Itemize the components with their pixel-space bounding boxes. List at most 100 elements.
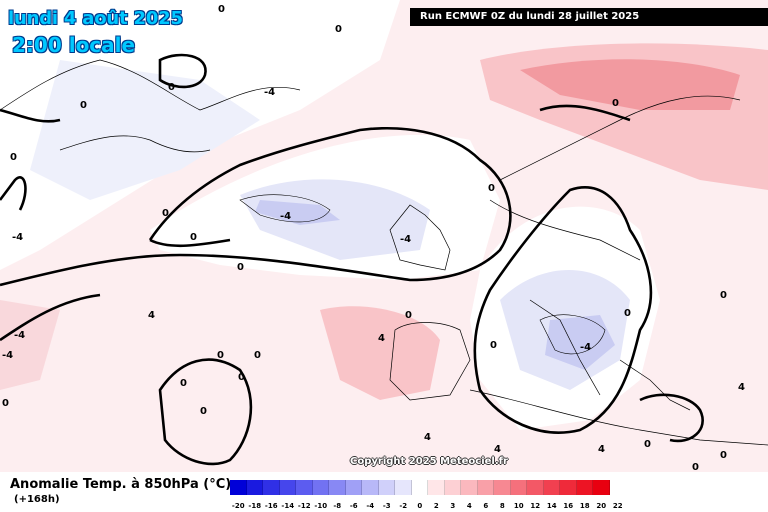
legend-tick-label: 14 — [546, 502, 557, 510]
west-atlantic-warm-zone — [0, 300, 60, 390]
contour-label: -4 — [580, 342, 591, 353]
greenland-cold-zone — [30, 60, 260, 200]
contour-label: 4 — [598, 444, 605, 455]
legend-tick-label: -3 — [382, 502, 391, 510]
lead-time: (+168h) — [14, 494, 60, 505]
legend-tick-label: 18 — [579, 502, 590, 510]
contour-labels: 0 0 0 0 0 0 0 0 0 0 0 0 0 0 0 0 0 0 0 0 … — [2, 4, 745, 472]
legend-swatch — [230, 480, 247, 495]
legend-tick-label: 6 — [483, 502, 489, 510]
legend-swatch — [395, 480, 412, 495]
legend-swatch — [560, 480, 577, 495]
contour-label: 0 — [720, 450, 727, 461]
contour-label: -4 — [280, 211, 291, 222]
legend-tick-label: 3 — [450, 502, 456, 510]
legend-swatch — [593, 480, 610, 495]
temperature-anomaly-map: 0 0 0 0 0 0 0 0 0 0 0 0 0 0 0 0 0 0 0 0 … — [0, 0, 768, 472]
contour-label: 4 — [378, 333, 385, 344]
color-scale-bar — [230, 480, 610, 496]
coastlines — [0, 59, 768, 446]
legend-tick-label: -10 — [314, 502, 328, 510]
contour-label: 0 — [237, 262, 244, 273]
legend-tick-label: -12 — [297, 502, 311, 510]
legend-swatch — [510, 480, 527, 495]
legend-swatch — [362, 480, 379, 495]
legend-swatch — [428, 480, 445, 495]
contour-label: 0 — [162, 208, 169, 219]
forecast-local-time: 2:00 locale — [12, 33, 136, 57]
legend-swatch — [263, 480, 280, 495]
legend-swatch — [279, 480, 296, 495]
contour-label: 0 — [180, 378, 187, 389]
contour-label: -4 — [2, 350, 13, 361]
color-scale-ticks: -20 -18 -16 -14 -12 -10 -8 -6 -4 -3 -2 0 2 3 4 6 8 10 12 14… — [230, 501, 626, 511]
contour-label: -4 — [400, 234, 411, 245]
legend-tick-label: 0 — [417, 502, 423, 510]
legend-tick-label: -14 — [281, 502, 295, 510]
legend-tick-label: 8 — [499, 502, 505, 510]
legend-swatch — [444, 480, 461, 495]
contour-label: -4 — [14, 330, 25, 341]
zero-anomaly-contours — [0, 53, 704, 466]
minus-four-contours — [239, 194, 606, 355]
contour-label: -4 — [12, 232, 23, 243]
legend-swatch — [312, 480, 329, 495]
contour-label: -4 — [264, 87, 275, 98]
contour-label: 0 — [488, 183, 495, 194]
contour-label: 0 — [644, 439, 651, 450]
italy-outline — [529, 299, 601, 396]
legend-swatch — [543, 480, 560, 495]
legend-swatch — [296, 480, 313, 495]
legend-swatch — [345, 480, 362, 495]
scandinavia-warm-core — [520, 59, 740, 110]
legend-tick-label: 16 — [563, 502, 574, 510]
legend-swatch — [246, 480, 263, 495]
british-isles-outline — [389, 204, 451, 271]
legend-tick-label: -4 — [366, 502, 375, 510]
contour-label: 4 — [424, 432, 431, 443]
contour-label: 0 — [200, 406, 207, 417]
contour-label: 0 — [612, 98, 619, 109]
contour-label: 0 — [405, 310, 412, 321]
contour-label: 0 — [80, 100, 87, 111]
legend-tick-label: -6 — [349, 502, 358, 510]
contour-label: 0 — [168, 82, 175, 93]
legend-tick-label: -18 — [248, 502, 262, 510]
legend-tick-label: 4 — [466, 502, 472, 510]
contour-label: 0 — [490, 340, 497, 351]
contour-label: 4 — [494, 444, 501, 455]
model-run-banner: Run ECMWF 0Z du lundi 28 juillet 2025 — [410, 8, 768, 26]
legend-swatch — [494, 480, 511, 495]
legend-swatch — [461, 480, 478, 495]
legend-swatch — [576, 480, 593, 495]
copyright-notice: Copyright 2025 Meteociel.fr — [350, 456, 508, 467]
iberia-outline — [389, 322, 471, 401]
contour-label: 0 — [217, 350, 224, 361]
legend-tick-label: 22 — [612, 502, 623, 510]
contour-label: 0 — [218, 4, 225, 15]
contour-label: 0 — [2, 398, 9, 409]
legend-swatch — [527, 480, 544, 495]
contour-label: 0 — [10, 152, 17, 163]
parameter-title: Anomalie Temp. à 850hPa (°C) — [10, 477, 232, 492]
iberia-warm-zone — [320, 306, 440, 400]
contour-label: 4 — [738, 382, 745, 393]
legend-tick-label: 2 — [433, 502, 439, 510]
contour-label: 0 — [254, 350, 261, 361]
contour-label: 0 — [720, 290, 727, 301]
contour-label: 0 — [624, 308, 631, 319]
legend-swatch — [411, 480, 428, 495]
legend-tick-label: -16 — [264, 502, 278, 510]
north-africa-zone — [0, 380, 768, 472]
legend-tick-label: -8 — [333, 502, 342, 510]
legend-tick-label: -20 — [231, 502, 245, 510]
legend-tick-label: 12 — [530, 502, 541, 510]
contour-label: 0 — [692, 462, 699, 472]
legend-tick-label: -2 — [399, 502, 408, 510]
alps-cold-core — [545, 315, 615, 370]
contour-label: 0 — [238, 372, 245, 383]
legend-swatch — [378, 480, 395, 495]
legend-swatch — [477, 480, 494, 495]
contour-label: 0 — [335, 24, 342, 35]
